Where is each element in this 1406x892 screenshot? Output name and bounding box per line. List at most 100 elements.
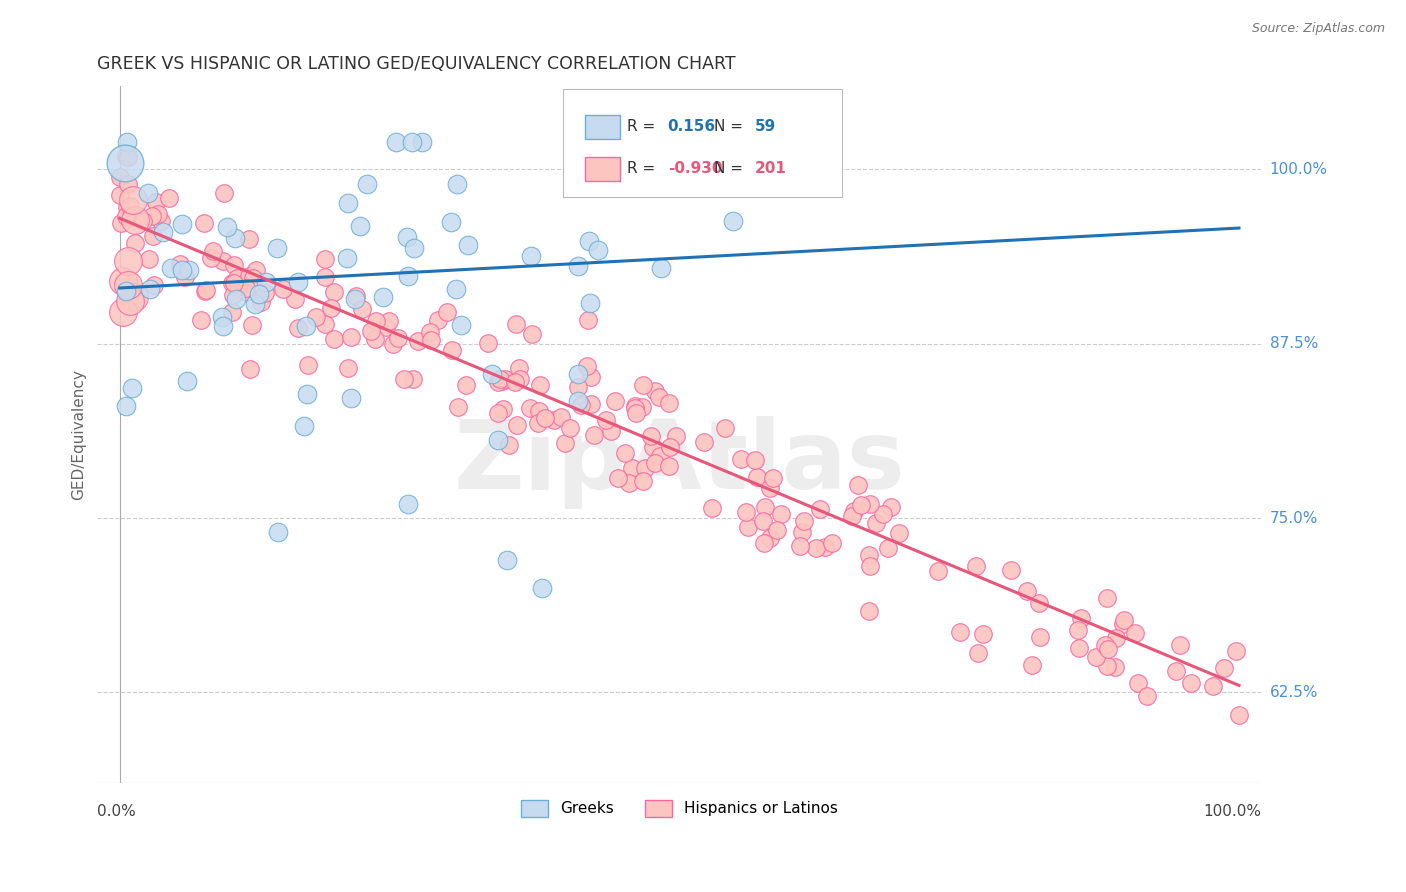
Point xyxy=(503,375,526,389)
Point xyxy=(344,292,367,306)
Point xyxy=(245,297,267,311)
Point xyxy=(214,186,236,201)
Point xyxy=(114,210,136,224)
Point xyxy=(672,135,695,149)
Point xyxy=(1097,591,1119,605)
Point xyxy=(631,400,654,414)
Point xyxy=(927,564,949,578)
Text: 75.0%: 75.0% xyxy=(1270,510,1317,525)
Point xyxy=(117,254,139,268)
Point xyxy=(575,359,598,374)
Point xyxy=(436,304,458,318)
Text: 0.156: 0.156 xyxy=(668,120,716,135)
Point xyxy=(600,424,623,438)
Point xyxy=(217,219,239,234)
Text: R =: R = xyxy=(627,161,659,177)
Point xyxy=(283,292,305,306)
Point xyxy=(700,500,723,515)
Point xyxy=(339,329,361,343)
Point xyxy=(1000,563,1022,577)
Point xyxy=(110,188,132,202)
Point xyxy=(491,374,513,388)
Point xyxy=(650,449,672,463)
Point xyxy=(859,497,882,511)
Point xyxy=(858,604,880,618)
Text: N =: N = xyxy=(714,161,748,177)
Point xyxy=(966,646,988,660)
Point xyxy=(693,434,716,449)
Point xyxy=(841,508,863,523)
Point xyxy=(396,268,419,283)
Point xyxy=(115,135,138,149)
Point xyxy=(505,317,527,331)
Point xyxy=(170,263,193,277)
Point xyxy=(752,536,775,550)
Point xyxy=(759,532,782,546)
Point xyxy=(170,217,193,231)
Point xyxy=(139,282,162,296)
Text: 59: 59 xyxy=(755,120,776,135)
Point xyxy=(235,285,257,299)
Point xyxy=(842,503,865,517)
Point xyxy=(287,320,309,334)
Point xyxy=(806,541,828,556)
FancyBboxPatch shape xyxy=(585,157,620,181)
Point xyxy=(360,324,382,338)
Point xyxy=(1097,659,1119,673)
Point xyxy=(340,391,363,405)
Point xyxy=(382,337,405,351)
Point xyxy=(121,193,143,207)
Point xyxy=(762,471,785,485)
Point xyxy=(754,500,776,515)
Point xyxy=(142,277,165,292)
Point xyxy=(481,368,503,382)
Point xyxy=(965,558,987,573)
Point xyxy=(406,334,429,349)
Point xyxy=(1070,611,1092,625)
Point xyxy=(492,402,515,417)
Point xyxy=(385,135,408,149)
Point xyxy=(877,541,900,555)
Point xyxy=(225,292,247,306)
Point xyxy=(554,436,576,450)
Point xyxy=(789,539,811,553)
Point xyxy=(115,284,138,298)
Point xyxy=(141,209,163,223)
Point xyxy=(477,336,499,351)
Point xyxy=(808,502,831,516)
Point xyxy=(322,285,344,300)
Point xyxy=(115,148,138,162)
Point xyxy=(659,440,682,454)
Text: 100.0%: 100.0% xyxy=(1270,162,1327,177)
Point xyxy=(108,170,131,185)
Point xyxy=(1111,616,1133,631)
Point xyxy=(392,372,415,386)
Point xyxy=(176,374,198,388)
Point xyxy=(498,438,520,452)
Point xyxy=(644,456,666,470)
Point xyxy=(579,370,602,384)
Point xyxy=(766,523,789,537)
Point xyxy=(314,252,336,266)
Point xyxy=(533,411,555,425)
Point xyxy=(578,235,600,249)
Point xyxy=(202,244,225,258)
Point xyxy=(880,500,903,515)
Point xyxy=(792,524,814,539)
Point xyxy=(633,475,655,489)
Point xyxy=(441,343,464,358)
Point xyxy=(267,524,290,539)
Point xyxy=(723,214,745,228)
Point xyxy=(292,419,315,434)
Point xyxy=(769,507,792,521)
Point xyxy=(644,384,666,399)
Point xyxy=(624,406,647,420)
Text: ZipAtlas: ZipAtlas xyxy=(454,416,905,508)
Point xyxy=(859,558,882,573)
Point xyxy=(1094,639,1116,653)
Point xyxy=(396,497,419,511)
Point xyxy=(713,420,735,434)
Point xyxy=(117,178,139,192)
Point xyxy=(122,210,145,224)
Point xyxy=(614,445,637,459)
